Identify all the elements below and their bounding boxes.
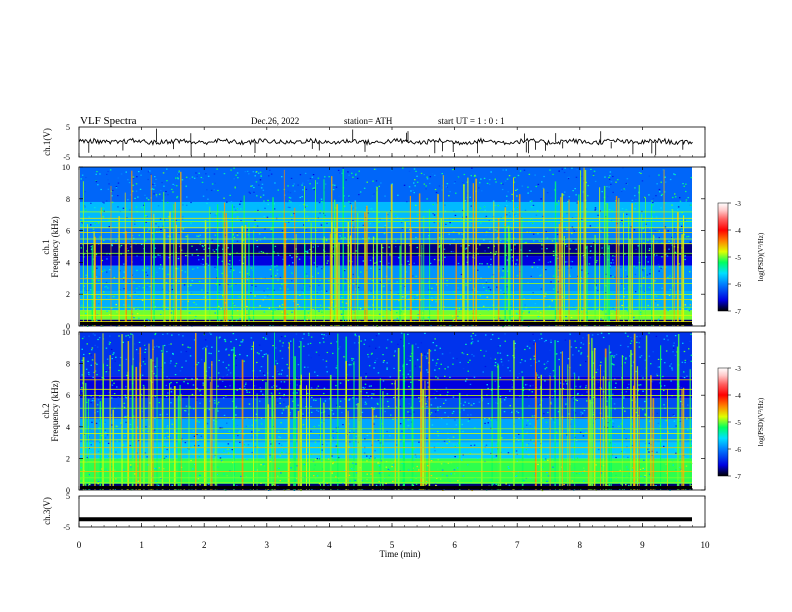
- y-tick-label: 5: [66, 123, 70, 132]
- y-tick-label: -5: [63, 153, 70, 162]
- x-axis-label: Time (min): [380, 549, 421, 559]
- x-tick-label: 6: [452, 540, 457, 550]
- ch1-waveform-line: [78, 137, 693, 146]
- ch1-spectrogram-ylabel-line2: Frequency (kHz): [50, 216, 60, 277]
- y-tick-label: 2: [66, 454, 70, 463]
- x-tick-label: 2: [202, 540, 207, 550]
- colorbar-tick-label: -5: [735, 254, 741, 262]
- x-tick-label: 10: [701, 540, 711, 550]
- x-tick-label: 5: [390, 540, 395, 550]
- ch3-waveform-line: [79, 517, 692, 522]
- colorbar-tick-label: -4: [735, 392, 741, 400]
- y-tick-label: 10: [62, 163, 70, 172]
- ch1-waveform-spikes: [88, 128, 684, 156]
- station-label: station= ATH: [344, 116, 393, 126]
- ch2-colorbar-label: log(PSD)(V²/Hz): [757, 397, 765, 446]
- y-tick-label: 0: [66, 486, 70, 495]
- y-tick-label: 0: [66, 322, 70, 331]
- x-tick-label: 3: [265, 540, 270, 550]
- colorbar-tick-label: -5: [735, 419, 741, 427]
- x-tick-label: 4: [327, 540, 332, 550]
- figure-title: VLF Spectra: [80, 115, 137, 127]
- colorbar-tick-label: -7: [735, 308, 741, 316]
- ch2-colorbar: [717, 367, 729, 477]
- y-tick-label: 4: [66, 423, 70, 432]
- ch3-waveform-ylabel: ch.3(V): [42, 497, 52, 525]
- y-tick-label: 10: [62, 328, 70, 337]
- colorbar-tick-label: -3: [735, 365, 741, 373]
- date-label: Dec.26, 2022: [251, 116, 299, 126]
- ch2-spectrogram-image: [80, 332, 693, 492]
- colorbar-tick-label: -4: [735, 227, 741, 235]
- colorbar-tick-label: -6: [735, 446, 741, 454]
- ch1-spectrogram-ylabel-line1: ch.1: [41, 239, 51, 254]
- ch3-waveform-frame: [78, 495, 706, 528]
- y-tick-label: 4: [66, 258, 70, 267]
- colorbar-tick-label: -7: [735, 473, 741, 481]
- ch2-spectrogram-ylabel-line1: ch.2: [41, 403, 51, 418]
- y-tick-label: 8: [66, 360, 70, 369]
- ch2-spectrogram-ylabel-line2: Frequency (kHz): [50, 380, 60, 441]
- x-tick-label: 7: [515, 540, 520, 550]
- y-tick-label: 8: [66, 195, 70, 204]
- x-tick-label: 1: [139, 540, 144, 550]
- ch1-colorbar: [717, 202, 729, 312]
- y-tick-label: 6: [66, 227, 70, 236]
- x-axis-ticks: 0 1 2 3 4 5 6 7 8 9 10: [77, 127, 710, 550]
- start-time-label: start UT = 1 : 0 : 1: [438, 116, 505, 126]
- x-tick-label: 0: [77, 540, 82, 550]
- ch1-spectrogram-image: [80, 167, 693, 328]
- ch1-waveform-ylabel: ch.1(V): [42, 128, 52, 156]
- y-tick-label: 2: [66, 290, 70, 299]
- ch1-colorbar-label: log(PSD)(V²/Hz): [757, 232, 765, 281]
- x-tick-label: 9: [640, 540, 645, 550]
- y-tick-label: 5: [66, 492, 70, 501]
- colorbar-tick-label: -3: [735, 200, 741, 208]
- colorbar-tick-label: -6: [735, 281, 741, 289]
- x-tick-label: 8: [578, 540, 583, 550]
- y-tick-label: 6: [66, 391, 70, 400]
- colorbar-tick-labels: -3 -4 -5 -6 -7 -3 -4 -5 -6 -7: [728, 200, 741, 481]
- y-tick-label: -5: [63, 523, 70, 532]
